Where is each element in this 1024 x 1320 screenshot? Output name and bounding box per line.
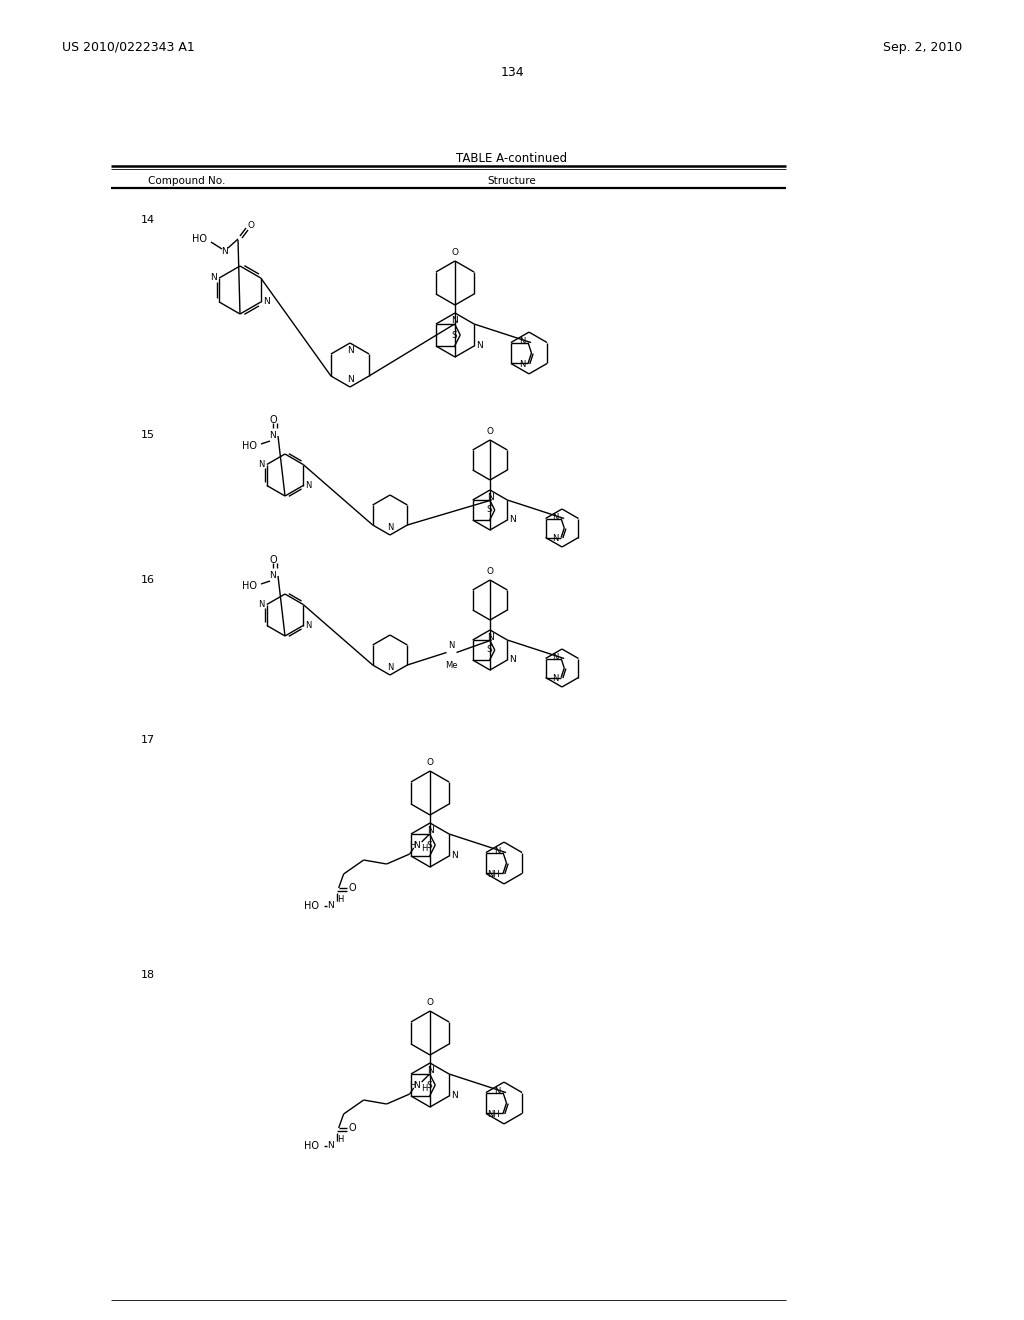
Text: O: O: [348, 1123, 356, 1133]
Text: H: H: [337, 1135, 343, 1144]
Text: N: N: [552, 513, 558, 521]
Text: O: O: [427, 758, 433, 767]
Text: S: S: [452, 330, 457, 339]
Text: O: O: [427, 998, 433, 1007]
Text: 15: 15: [141, 430, 155, 440]
Text: Sep. 2, 2010: Sep. 2, 2010: [883, 41, 962, 54]
Text: N: N: [519, 337, 525, 346]
Text: S: S: [426, 1081, 432, 1089]
Text: N: N: [347, 346, 353, 355]
Text: TABLE A-continued: TABLE A-continued: [457, 152, 567, 165]
Text: Compound No.: Compound No.: [148, 176, 225, 186]
Text: N: N: [211, 273, 217, 282]
Text: N: N: [427, 1067, 433, 1074]
Text: N: N: [413, 1081, 420, 1089]
Text: N: N: [451, 1092, 458, 1101]
Text: N: N: [305, 620, 311, 630]
Text: N: N: [387, 663, 393, 672]
Text: N: N: [258, 459, 265, 469]
Text: HO: HO: [193, 234, 207, 244]
Text: N: N: [509, 656, 516, 664]
Text: N: N: [519, 360, 525, 370]
Text: HO: HO: [242, 441, 257, 451]
Text: NH: NH: [487, 1110, 500, 1119]
Text: N: N: [494, 847, 500, 857]
Text: N: N: [328, 902, 334, 911]
Text: N: N: [486, 634, 494, 642]
Text: H: H: [410, 1081, 416, 1089]
Text: N: N: [552, 535, 558, 543]
Text: HO: HO: [304, 1140, 318, 1151]
Text: O: O: [486, 426, 494, 436]
Text: 17: 17: [141, 735, 155, 744]
Text: H: H: [337, 895, 343, 904]
Text: H: H: [421, 1084, 428, 1093]
Text: N: N: [269, 432, 276, 441]
Text: Me: Me: [445, 660, 458, 669]
Text: S: S: [486, 506, 492, 515]
Text: N: N: [427, 826, 433, 836]
Text: N: N: [449, 640, 455, 649]
Text: 16: 16: [141, 576, 155, 585]
Text: N: N: [221, 247, 228, 256]
Text: Structure: Structure: [487, 176, 537, 186]
Text: N: N: [494, 1088, 500, 1096]
Text: O: O: [348, 883, 356, 894]
Text: S: S: [486, 645, 492, 655]
Text: N: N: [328, 1142, 334, 1151]
Text: HO: HO: [242, 581, 257, 591]
Text: N: N: [263, 297, 269, 306]
Text: N: N: [269, 572, 276, 581]
Text: 18: 18: [141, 970, 155, 979]
Text: N: N: [509, 516, 516, 524]
Text: S: S: [426, 841, 432, 850]
Text: N: N: [552, 675, 558, 682]
Text: N: N: [413, 841, 420, 850]
Text: N: N: [258, 601, 265, 609]
Text: N: N: [305, 480, 311, 490]
Text: N: N: [486, 492, 494, 502]
Text: N: N: [476, 342, 482, 351]
Text: N: N: [347, 375, 353, 384]
Text: O: O: [452, 248, 459, 257]
Text: O: O: [486, 568, 494, 576]
Text: O: O: [269, 414, 276, 425]
Text: N: N: [552, 653, 558, 663]
Text: O: O: [248, 222, 255, 231]
Text: O: O: [269, 554, 276, 565]
Text: HO: HO: [304, 902, 318, 911]
Text: US 2010/0222343 A1: US 2010/0222343 A1: [62, 41, 195, 54]
Text: 14: 14: [141, 215, 155, 224]
Text: N: N: [451, 851, 458, 861]
Text: N: N: [387, 523, 393, 532]
Text: H: H: [421, 843, 428, 853]
Text: N: N: [452, 315, 459, 325]
Text: 134: 134: [500, 66, 524, 78]
Text: NH: NH: [487, 870, 500, 879]
Text: H: H: [410, 841, 416, 850]
